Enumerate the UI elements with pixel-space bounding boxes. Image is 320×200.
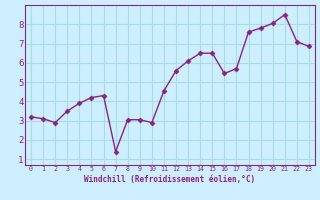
X-axis label: Windchill (Refroidissement éolien,°C): Windchill (Refroidissement éolien,°C) (84, 175, 256, 184)
